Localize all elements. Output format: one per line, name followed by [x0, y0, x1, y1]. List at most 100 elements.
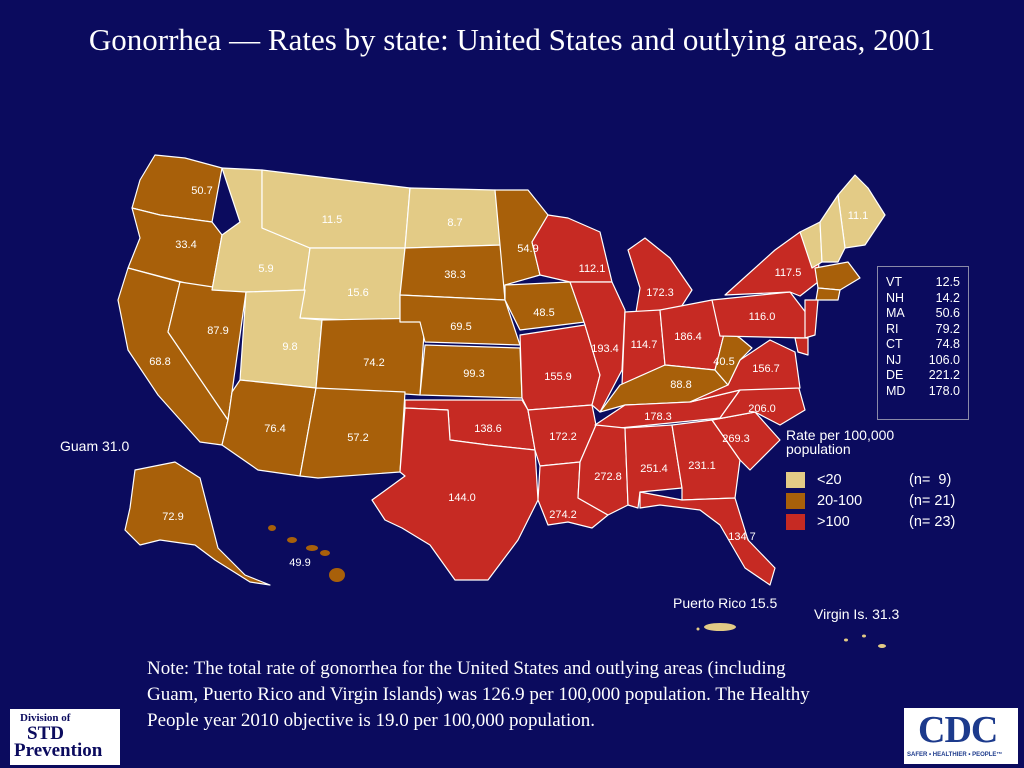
state-rate-al: 251.4 [640, 463, 668, 475]
small-state-abbr: RI [886, 321, 899, 336]
delaware-maryland-shape [794, 337, 809, 356]
small-state-row: NH 14.2 [878, 291, 968, 307]
small-state-rate: 74.8 [935, 337, 960, 351]
puerto-rico-label: Puerto Rico 15.5 [673, 595, 778, 611]
state-shape-fl [639, 491, 776, 586]
small-state-row: DE 221.2 [878, 368, 968, 384]
small-state-rate: 12.5 [935, 275, 960, 289]
hawaii-island-shape [287, 537, 297, 543]
state-rate-in: 114.7 [631, 339, 658, 351]
state-shape-mi [627, 237, 693, 319]
state-rate-or: 33.4 [175, 239, 196, 251]
state-rate-pa: 116.0 [749, 311, 776, 323]
hawaii-island-shape [320, 550, 330, 556]
small-state-abbr: NH [886, 290, 905, 305]
small-state-rate: 221.2 [928, 368, 960, 382]
small-state-rate: 178.0 [928, 383, 960, 398]
small-state-abbr: DE [886, 368, 904, 382]
state-rate-mi: 172.3 [646, 287, 674, 299]
std-logo-line2: STD [27, 723, 64, 744]
state-rate-ok: 138.6 [474, 423, 502, 435]
note-text: Note: The total rate of gonorrhea for th… [147, 658, 810, 731]
state-rate-sd: 38.3 [444, 269, 465, 281]
state-rate-mn: 54.9 [517, 243, 538, 255]
small-state-abbr: CT [886, 337, 903, 351]
virgin-islands-shape [844, 638, 848, 642]
state-rate-labels: 50.7 33.4 68.8 87.9 5.9 11.5 15.6 9.8 76.4 74.2 57… [149, 185, 868, 569]
small-states-table: VT 12.5 NH 14.2 MA 50.6 RI 79.2 CT 74.8 NJ 106.0 DE 2… [877, 266, 969, 420]
state-rate-nv: 87.9 [207, 325, 228, 337]
connecticut-shape [815, 287, 841, 301]
state-rate-oh: 186.4 [674, 331, 702, 343]
small-state-abbr: MA [886, 306, 905, 320]
small-state-rate: 50.6 [935, 306, 960, 320]
legend-count: (n= 9) [909, 472, 952, 488]
state-rate-tx: 144.0 [448, 492, 476, 504]
massachusetts-shape [814, 261, 861, 291]
state-rate-mo: 155.9 [544, 371, 572, 383]
state-rate-wa: 50.7 [191, 185, 212, 197]
state-rate-ut: 9.8 [282, 341, 297, 353]
state-rate-ia: 48.5 [533, 307, 554, 319]
virgin-islands-shape [878, 644, 886, 648]
small-state-row: MD 178.0 [878, 384, 968, 400]
legend-item: 20-100 (n= 21) [786, 491, 955, 511]
state-rate-ms: 272.8 [594, 471, 622, 483]
state-rate-ga: 231.1 [688, 460, 716, 472]
small-state-abbr: VT [886, 275, 902, 289]
state-rate-wv: 40.5 [713, 356, 734, 368]
std-logo-line1: Division of [20, 712, 71, 724]
cdc-logo-tagline: SAFER • HEALTHIER • PEOPLE™ [907, 752, 1003, 758]
state-rate-ca: 68.8 [149, 356, 170, 368]
virgin-islands-label: Virgin Is. 31.3 [814, 606, 900, 622]
hawaii-island-shape [268, 525, 276, 531]
std-logo-line3: Prevention [14, 740, 103, 761]
legend-swatch [786, 472, 805, 488]
legend-swatch [786, 493, 805, 509]
hawaii-island-shape [329, 568, 345, 582]
state-rate-id: 5.9 [258, 263, 273, 275]
state-shape-tx [371, 407, 539, 581]
small-state-rate: 79.2 [935, 321, 960, 336]
state-shape-wi [531, 214, 613, 283]
puerto-rico-shape [704, 623, 736, 631]
legend-swatch [786, 514, 805, 530]
legend-count: (n= 23) [909, 514, 956, 530]
state-rate-hi: 49.9 [289, 557, 310, 569]
small-state-rate: 106.0 [928, 352, 960, 367]
legend-label: >100 [817, 514, 850, 530]
state-rate-me: 11.1 [848, 210, 869, 222]
state-rate-fl: 134.7 [728, 531, 756, 543]
state-shape-wy [299, 247, 406, 323]
state-rate-nc: 206.0 [748, 403, 776, 415]
state-rate-nm: 57.2 [347, 432, 368, 444]
legend-label: 20-100 [817, 493, 863, 509]
state-rate-la: 274.2 [549, 509, 577, 521]
state-rate-ar: 172.2 [549, 431, 577, 443]
state-rate-co: 74.2 [363, 357, 384, 369]
state-rate-az: 76.4 [264, 423, 285, 435]
new-jersey-shape [804, 299, 819, 339]
small-state-abbr: MD [886, 383, 906, 398]
cdc-logo-text: CDC [918, 709, 998, 751]
guam-label: Guam 31.0 [60, 438, 130, 454]
small-state-row: NJ 106.0 [878, 353, 968, 369]
state-rate-ak: 72.9 [162, 511, 183, 523]
state-rate-ky: 88.8 [670, 379, 691, 391]
small-state-row: MA 50.6 [878, 306, 968, 322]
legend-count: (n= 21) [909, 493, 956, 509]
state-rate-wi: 112.1 [579, 263, 606, 275]
state-rate-wy: 15.6 [347, 287, 368, 299]
std-prevention-logo: Division of STD Prevention [10, 709, 120, 765]
state-shapes [117, 154, 886, 648]
state-rate-nd: 8.7 [447, 217, 462, 229]
cdc-logo: CDC SAFER • HEALTHIER • PEOPLE™ [904, 708, 1018, 764]
new-hampshire-shape [819, 194, 846, 263]
page-title: Gonorrhea — Rates by state: United State… [88, 22, 936, 57]
state-rate-il: 193.4 [591, 343, 619, 355]
legend-label: <20 [817, 472, 842, 488]
state-shape-nm [299, 387, 406, 479]
legend-item: <20 (n= 9) [786, 470, 951, 490]
small-state-abbr: NJ [886, 352, 902, 367]
